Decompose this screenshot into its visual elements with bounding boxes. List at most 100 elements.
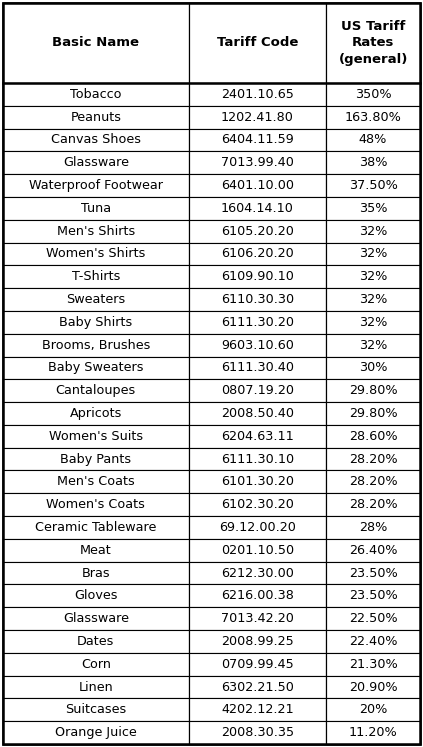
Bar xyxy=(3,675,189,698)
Bar xyxy=(326,516,420,539)
Bar xyxy=(326,288,420,311)
Text: 20.90%: 20.90% xyxy=(349,681,397,693)
Text: Baby Shirts: Baby Shirts xyxy=(59,316,132,329)
Bar xyxy=(189,653,326,675)
Text: 28.20%: 28.20% xyxy=(349,498,397,511)
Text: 29.80%: 29.80% xyxy=(349,384,397,397)
Text: 6302.21.50: 6302.21.50 xyxy=(221,681,294,693)
Text: 2008.50.40: 2008.50.40 xyxy=(221,407,294,420)
Bar xyxy=(3,630,189,653)
Bar xyxy=(326,447,420,471)
Text: Corn: Corn xyxy=(81,657,111,671)
Text: 2401.10.65: 2401.10.65 xyxy=(221,88,294,101)
Text: US Tariff
Rates
(general): US Tariff Rates (general) xyxy=(338,20,408,66)
Text: 37.50%: 37.50% xyxy=(349,179,398,192)
Bar xyxy=(3,447,189,471)
Bar xyxy=(189,675,326,698)
Bar xyxy=(3,493,189,516)
Text: 32%: 32% xyxy=(359,293,387,306)
Bar xyxy=(3,356,189,379)
Text: Gloves: Gloves xyxy=(74,589,118,602)
Text: Sweaters: Sweaters xyxy=(66,293,125,306)
Bar xyxy=(3,471,189,493)
Text: Brooms, Brushes: Brooms, Brushes xyxy=(41,338,150,352)
Text: 6111.30.10: 6111.30.10 xyxy=(221,453,294,465)
Text: Meat: Meat xyxy=(80,544,112,557)
Bar xyxy=(326,630,420,653)
Text: 28.20%: 28.20% xyxy=(349,453,397,465)
Text: 28%: 28% xyxy=(359,521,387,534)
Text: Canvas Shoes: Canvas Shoes xyxy=(51,134,141,146)
Text: 6111.30.20: 6111.30.20 xyxy=(221,316,294,329)
Bar xyxy=(189,447,326,471)
Bar xyxy=(3,653,189,675)
Bar xyxy=(189,471,326,493)
Text: 48%: 48% xyxy=(359,134,387,146)
Text: Baby Pants: Baby Pants xyxy=(60,453,132,465)
Bar xyxy=(326,562,420,584)
Bar xyxy=(326,721,420,744)
Bar xyxy=(3,220,189,243)
Bar xyxy=(189,311,326,334)
Text: 35%: 35% xyxy=(359,202,387,215)
Text: 9603.10.60: 9603.10.60 xyxy=(221,338,294,352)
Bar xyxy=(326,83,420,106)
Text: 32%: 32% xyxy=(359,247,387,261)
Bar xyxy=(3,539,189,562)
Bar xyxy=(189,379,326,402)
Bar xyxy=(3,3,189,83)
Bar xyxy=(189,721,326,744)
Bar xyxy=(326,584,420,607)
Bar xyxy=(326,334,420,356)
Bar xyxy=(326,675,420,698)
Bar xyxy=(189,539,326,562)
Text: 32%: 32% xyxy=(359,338,387,352)
Text: Men's Coats: Men's Coats xyxy=(57,475,135,489)
Text: Women's Shirts: Women's Shirts xyxy=(46,247,146,261)
Bar xyxy=(189,197,326,220)
Text: 6101.30.20: 6101.30.20 xyxy=(221,475,294,489)
Bar xyxy=(189,220,326,243)
Bar xyxy=(326,265,420,288)
Text: 11.20%: 11.20% xyxy=(349,726,398,739)
Bar xyxy=(189,584,326,607)
Bar xyxy=(326,471,420,493)
Text: 28.20%: 28.20% xyxy=(349,475,397,489)
Bar xyxy=(189,83,326,106)
Text: Basic Name: Basic Name xyxy=(52,37,139,49)
Bar xyxy=(3,562,189,584)
Text: 30%: 30% xyxy=(359,362,387,374)
Bar xyxy=(3,265,189,288)
Text: Linen: Linen xyxy=(78,681,113,693)
Text: 0807.19.20: 0807.19.20 xyxy=(221,384,294,397)
Bar xyxy=(326,607,420,630)
Bar xyxy=(189,334,326,356)
Text: 350%: 350% xyxy=(355,88,391,101)
Bar xyxy=(3,197,189,220)
Bar xyxy=(3,379,189,402)
Text: 32%: 32% xyxy=(359,225,387,238)
Text: Apricots: Apricots xyxy=(70,407,122,420)
Bar xyxy=(189,630,326,653)
Bar xyxy=(3,128,189,152)
Text: Tariff Code: Tariff Code xyxy=(217,37,298,49)
Bar xyxy=(3,288,189,311)
Text: 6212.30.00: 6212.30.00 xyxy=(221,566,294,580)
Bar xyxy=(326,402,420,425)
Bar xyxy=(326,425,420,447)
Bar xyxy=(3,425,189,447)
Text: 6109.90.10: 6109.90.10 xyxy=(221,270,294,283)
Bar xyxy=(189,356,326,379)
Bar xyxy=(3,152,189,174)
Bar xyxy=(189,493,326,516)
Bar xyxy=(326,356,420,379)
Bar xyxy=(3,721,189,744)
Bar xyxy=(326,698,420,721)
Text: 6404.11.59: 6404.11.59 xyxy=(221,134,294,146)
Text: T-Shirts: T-Shirts xyxy=(71,270,120,283)
Bar xyxy=(3,243,189,265)
Bar xyxy=(3,584,189,607)
Bar xyxy=(189,265,326,288)
Text: Women's Coats: Women's Coats xyxy=(47,498,145,511)
Bar xyxy=(326,539,420,562)
